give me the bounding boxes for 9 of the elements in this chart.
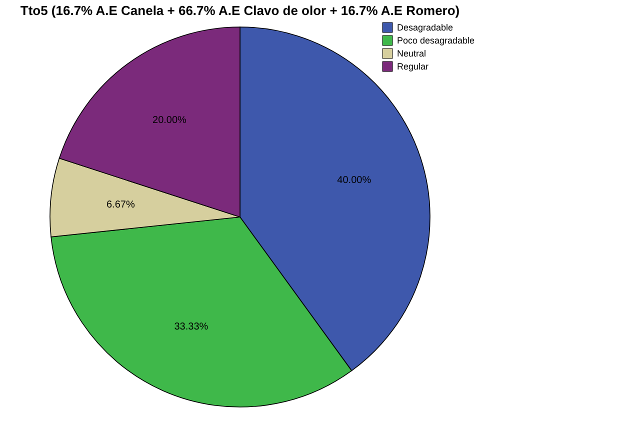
data-label: 20.00% [152, 114, 187, 126]
legend-label: Neutral [397, 48, 426, 58]
data-label: 6.67% [106, 199, 135, 210]
legend-label: Desagradable [397, 22, 454, 32]
data-label: 40.00% [337, 174, 372, 186]
data-label: 33.33% [174, 322, 208, 333]
legend-label: Poco desagradable [397, 36, 475, 46]
legend-label: Regular [397, 62, 429, 72]
chart-title: Tto5 (16.7% A.E Canela + 66.7% A.E Clavo de olor + 16.7% A.E Romero) [20, 3, 460, 18]
